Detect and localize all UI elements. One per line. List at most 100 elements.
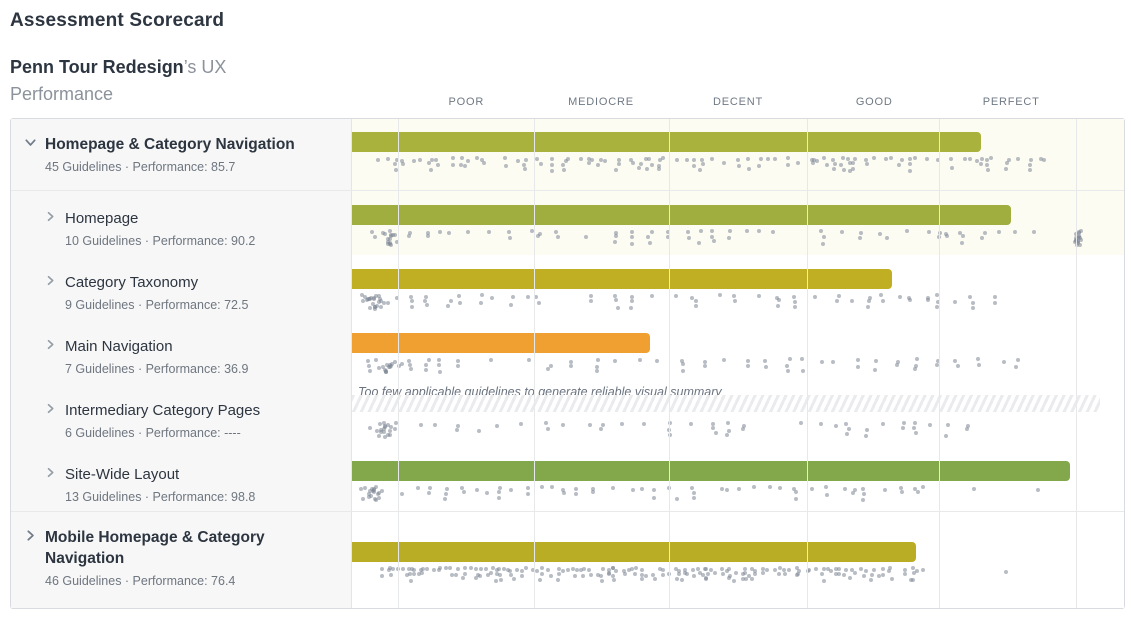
score-dot [561,162,566,167]
scorecard-row-intermediary-category-pages: Intermediary Category Pages 6 Guidelines… [11,383,1124,447]
score-dot [595,573,600,578]
score-dot [855,357,860,362]
score-dot [368,488,373,493]
score-dot [569,363,574,368]
score-dot [910,566,915,571]
score-dot [895,359,900,364]
score-dot [901,421,906,426]
score-dot [831,167,836,172]
score-dot [750,577,755,582]
score-dot [538,577,543,582]
guideline-score-dots [352,156,1124,178]
row-header[interactable]: Main Navigation 7 Guidelines · Performan… [11,319,352,383]
score-dot [503,163,508,168]
score-dot [649,162,654,167]
score-dot [522,162,527,167]
score-dot [432,568,437,573]
score-dot [836,572,841,577]
chevron-icon[interactable] [25,137,36,148]
score-dot [692,157,697,162]
score-dot [725,432,730,437]
performance-bar [352,205,1012,225]
score-dot [881,298,886,303]
score-dot [579,568,583,573]
row-header[interactable]: Mobile Homepage & Category Navigation 46… [11,512,352,608]
score-dot [646,157,651,162]
score-dot [666,235,671,240]
score-dot [727,235,732,240]
score-dot [638,162,643,167]
score-dot [622,568,627,573]
score-dot [556,571,561,576]
score-dot [796,568,801,573]
score-dot [796,572,801,577]
score-dot [661,572,666,577]
score-dot [546,367,551,372]
row-header[interactable]: Homepage 10 Guidelines · Performance: 90… [11,191,352,255]
score-dot [388,232,393,237]
score-dot [810,161,815,166]
score-dot [874,359,879,364]
row-header[interactable]: Intermediary Category Pages 6 Guidelines… [11,383,352,447]
score-dot [445,487,450,492]
score-dot [649,294,654,299]
score-dot [614,568,619,573]
score-dot [948,157,953,162]
performance-bar [352,269,892,289]
score-dot [607,568,612,573]
score-dot [828,568,833,573]
chevron-icon[interactable] [46,211,56,222]
score-dot [913,367,918,372]
chevron-icon[interactable] [46,339,56,350]
score-dot [391,232,396,237]
score-dot [373,485,378,490]
score-dot [579,157,584,162]
scale-label-good: GOOD [855,96,893,108]
score-dot [733,571,738,576]
score-dot [489,295,494,300]
chevron-icon[interactable] [25,530,36,541]
score-dot [373,358,378,363]
score-dot [613,240,618,245]
score-dot [367,363,372,368]
score-dot [977,363,982,367]
score-dot [666,428,671,433]
score-dot [386,423,391,428]
score-dot [796,161,801,166]
score-dot [379,298,384,303]
row-header[interactable]: Site-Wide Layout 13 Guidelines · Perform… [11,447,352,511]
score-dot [821,578,826,583]
score-dot [502,156,507,161]
guideline-score-dots [352,357,1124,379]
score-dot [530,229,535,234]
score-dot [525,294,530,299]
score-dot [581,573,586,578]
score-dot [426,358,431,363]
score-dot [455,423,460,428]
score-dot [971,300,976,305]
score-dot [407,363,412,368]
score-dot [412,572,417,576]
score-dot [587,156,592,161]
chevron-icon[interactable] [46,275,56,286]
score-dot [616,161,621,166]
score-dot [367,306,372,311]
score-dot [839,162,844,167]
score-dot [753,571,758,576]
score-dot [586,161,591,165]
row-header[interactable]: Category Taxonomy 9 Guidelines · Perform… [11,255,352,319]
subtitle-line1: Penn Tour Redesign’s UX [10,54,226,81]
score-dot [698,571,703,576]
row-text: Mobile Homepage & Category Navigation 46… [45,527,340,588]
score-dot [971,305,976,310]
score-dot [744,577,749,582]
chevron-icon[interactable] [46,403,56,414]
row-title: Intermediary Category Pages [65,402,261,419]
row-chart [352,512,1124,608]
score-dot [915,490,920,495]
score-dot [690,568,695,573]
scorecard-page: Assessment Scorecard Penn Tour Redesign’… [10,6,1125,609]
chevron-icon[interactable] [46,467,56,478]
row-header[interactable]: Homepage & Category Navigation 45 Guidel… [11,119,352,190]
score-dot [752,568,757,573]
